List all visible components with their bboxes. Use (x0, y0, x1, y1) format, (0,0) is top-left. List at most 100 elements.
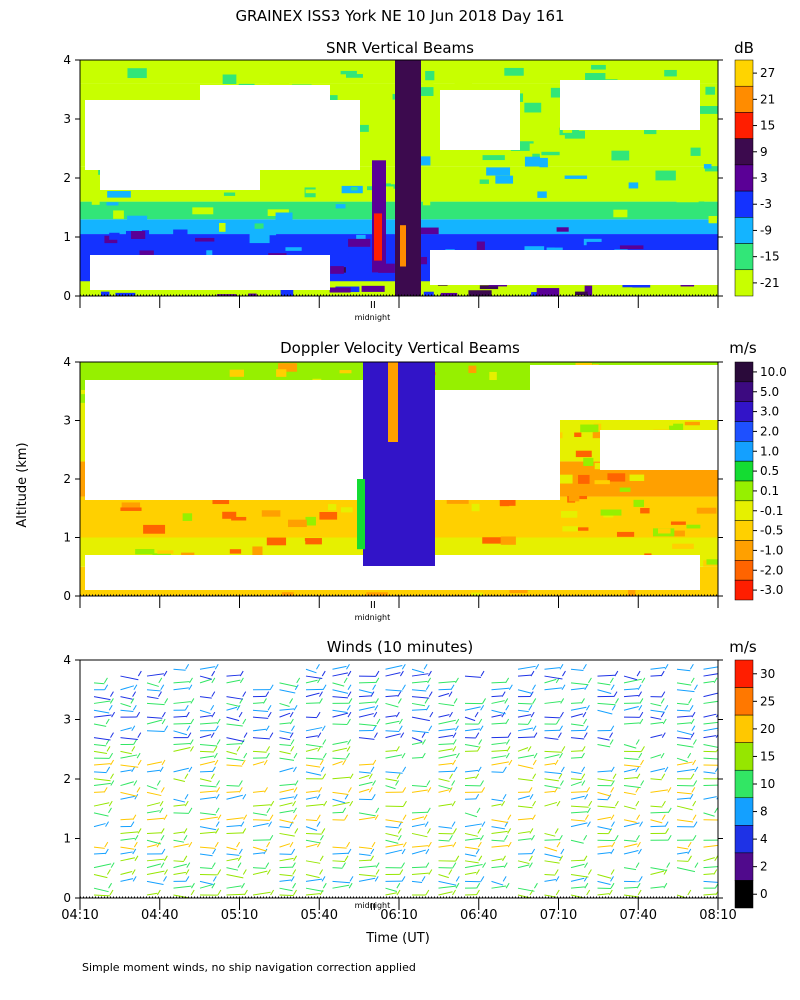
wind-barb (173, 767, 189, 773)
snr-cell (173, 229, 188, 239)
wind-barb (491, 819, 508, 824)
wind-barb (305, 675, 323, 680)
wind-barb-flag (586, 787, 591, 793)
wind-barb-flag (322, 684, 327, 691)
wind-barb-flag (370, 855, 374, 862)
wind-barb-flag (636, 773, 641, 779)
wind-barb (517, 674, 532, 677)
snr-cell (468, 290, 492, 296)
wind-barb-flag (556, 800, 561, 807)
wind-barb-flag (452, 841, 457, 848)
wind-barb-flag (263, 759, 268, 766)
wind-barb (279, 708, 295, 711)
wind-barb-flag (475, 889, 480, 896)
doppler-cell (499, 497, 516, 506)
wind-barb (438, 693, 450, 698)
wind-barb-flag (425, 684, 430, 691)
wind-barb (570, 839, 584, 844)
wind-barb-flag (368, 787, 373, 793)
wind-barb (199, 846, 216, 849)
wind-barb (676, 737, 692, 740)
colorbar-tick-label: 25 (760, 694, 775, 708)
y-tick-label: 4 (63, 653, 71, 667)
wind-barb-flag (690, 718, 695, 725)
wind-barb (623, 777, 637, 780)
wind-barb (385, 715, 397, 718)
wind-barb-flag (265, 752, 270, 759)
wind-barb-flag (713, 869, 718, 875)
wind-barb-flag (397, 698, 402, 704)
doppler-cell (266, 537, 287, 546)
snr-cell (330, 266, 344, 274)
wind-barb-flag (402, 841, 407, 848)
wind-barb-flag (585, 705, 590, 711)
wind-barb (93, 823, 106, 828)
snr-cell (367, 186, 375, 191)
wind-barb-flag (320, 766, 325, 773)
wind-barb-flag (421, 876, 426, 882)
wind-barb-flag (719, 863, 722, 868)
snr-cell (114, 68, 123, 77)
wind-barb (146, 863, 162, 869)
colorbar-swatch (734, 659, 754, 688)
wind-barb-flag (265, 862, 270, 868)
wind-barb-flag (160, 862, 165, 868)
doppler-cell (629, 474, 645, 482)
colorbar-tick-label: 2.0 (760, 424, 779, 438)
wind-barb-flag (241, 882, 245, 889)
doppler-column (357, 479, 365, 550)
wind-barb (279, 730, 292, 734)
wind-barb (226, 757, 244, 762)
wind-barb-flag (374, 732, 378, 738)
snr-cell (419, 115, 442, 124)
wind-barb (252, 812, 267, 816)
wind-barb-flag (425, 705, 430, 711)
wind-barb-flag (321, 828, 326, 834)
wind-barb (93, 750, 108, 755)
colorbar-tick-label: 15 (760, 749, 775, 763)
wind-barb (305, 668, 317, 674)
snr-panel-title: SNR Vertical Beams (326, 39, 474, 57)
wind-barb-flag (532, 773, 537, 779)
wind-barb (676, 715, 693, 718)
wind-barb (438, 789, 450, 793)
wind-barb (146, 870, 165, 875)
wind-barb-flag (427, 828, 431, 834)
wind-barb (411, 741, 423, 745)
wind-barb-flag (475, 732, 480, 738)
wind-barb (279, 832, 295, 837)
wind-barb (411, 716, 430, 722)
wind-barb-flag (347, 718, 351, 725)
wind-barb-flag (535, 663, 540, 670)
wind-barb-flag (527, 746, 532, 752)
wind-barb-flag (528, 787, 533, 793)
doppler-gap (85, 380, 370, 500)
wind-barb (120, 795, 135, 800)
wind-barb-flag (478, 855, 483, 862)
wind-barb-flag (476, 746, 481, 752)
wind-barb-flag (455, 882, 460, 889)
wind-barb (358, 706, 375, 711)
wind-barb (226, 853, 240, 856)
wind-barb-flag (719, 698, 722, 703)
wind-barb (597, 682, 611, 686)
snr-cell (113, 210, 124, 219)
wind-barb (279, 809, 294, 814)
snr-cell (269, 77, 290, 85)
wind-barb (676, 757, 688, 763)
colorbar-swatch (734, 269, 754, 297)
wind-barb-flag (478, 739, 483, 745)
wind-barb (146, 702, 165, 706)
wind-barb (252, 804, 271, 807)
doppler-cell (135, 549, 155, 555)
snr-cell (115, 292, 136, 296)
wind-barb (93, 700, 111, 704)
colorbar-swatch (734, 500, 754, 521)
wind-barb (491, 695, 503, 698)
colorbar-tick-label: 21 (760, 92, 775, 106)
wind-barb-flag (293, 814, 298, 821)
wind-barb-flag (217, 869, 222, 875)
wind-barb (199, 666, 216, 670)
doppler-cell (252, 546, 263, 556)
wind-barb (703, 700, 718, 704)
